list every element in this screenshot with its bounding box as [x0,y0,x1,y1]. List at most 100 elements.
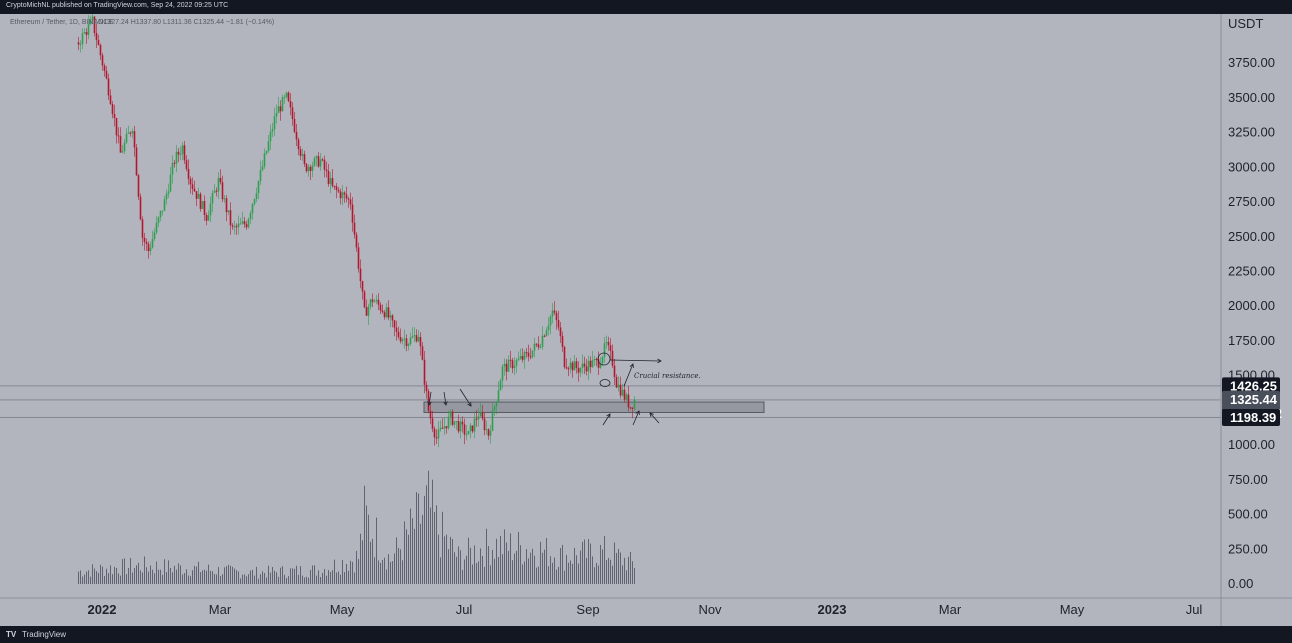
symbol-legend: Ethereum / Tether, 1D, BINANCE [10,19,113,26]
candle-body [161,210,164,212]
volume-bar [230,565,231,584]
volume-bar [320,576,321,584]
price-tick-label: 2250.00 [1228,263,1275,278]
volume-bar [268,565,269,584]
price-tick-label: 3250.00 [1228,125,1275,140]
volume-bar [176,569,177,584]
volume-bar [494,558,495,584]
price-tag[interactable] [1222,409,1280,427]
candle-body [205,214,208,221]
volume-bar [534,555,535,584]
candle-body [403,338,406,340]
candle-body [305,164,308,172]
volume-bar [272,567,273,584]
volume-bar [606,559,607,584]
support-zone[interactable] [423,401,765,413]
candle-body [367,306,370,316]
price-tag[interactable] [1222,377,1280,395]
time-axis[interactable]: 2022 Mar May Jul Sep Nov 2023 Mar May Jul [0,597,1292,617]
candle-body [297,139,300,150]
volume-bar [610,559,611,584]
annotation-circle [597,352,611,366]
candle-body [299,149,302,156]
volume-bar [100,564,101,584]
candle-body [429,410,432,419]
volume-bar [518,531,519,584]
candle-body [201,201,204,209]
volume-bar [342,559,343,584]
price-tick-label: 3750.00 [1228,55,1275,70]
candle-body [587,360,590,372]
candle-body [295,131,298,140]
volume-bar [330,571,331,584]
volume-bar [452,539,453,584]
candle-body [223,198,226,200]
price-chart[interactable]: USDT 3750.00 3500.00 3250.00 3000.00 2750.00… [0,14,1292,626]
volume-bar [444,536,445,584]
price-axis[interactable]: USDT 3750.00 3500.00 3250.00 3000.00 2750.00… [1220,14,1282,626]
price-tick-label: 2750.00 [1228,194,1275,209]
candle-body [129,132,132,134]
volume-bar [266,577,267,584]
volume-bar [482,555,483,584]
volume-bar [82,576,83,584]
volume-bar [158,569,159,584]
candle-body [491,410,494,431]
candle-body [97,40,100,46]
volume-bar [592,556,593,584]
candle-body [181,145,184,155]
volume-bar [216,574,217,584]
volume-bar [442,511,443,584]
volume-bar [502,554,503,584]
candle-body [341,192,344,199]
volume-bar [120,575,121,584]
volume-bar [282,566,283,584]
volume-bar [360,533,361,584]
volume-bar [400,549,401,584]
volume-bar [484,566,485,584]
volume-bar [446,534,447,584]
volume-bar [394,553,395,584]
volume-bar [554,557,555,584]
volume-bar [574,547,575,584]
candle-body [505,363,508,372]
candle-body [377,299,380,305]
candle-body [529,356,532,358]
volume-bar [626,570,627,584]
volume-bar [114,566,115,584]
candle-body [605,341,608,344]
candle-body [163,199,166,211]
candle-body [533,343,536,351]
candle-body [375,299,378,302]
volume-bar [210,570,211,584]
annotation-arrow [623,363,634,387]
candle-body [159,210,162,218]
candle-body [531,350,534,358]
candle-body [131,131,134,134]
candle-body [555,312,558,321]
candle-body [85,31,88,35]
volume-bar [354,572,355,584]
candle-body [335,186,338,190]
volume-bar [404,521,405,584]
candle-body [631,407,634,409]
candle-body [399,337,402,342]
volume-bar [90,576,91,584]
volume-bar [598,565,599,584]
volume-bar [244,574,245,584]
candle-body [215,190,218,192]
plot-area[interactable] [0,14,1221,584]
candle-body [457,421,460,432]
candle-body [361,281,364,292]
volume-bar [124,558,125,584]
volume-bar [140,570,141,584]
candle-body [123,142,126,152]
candle-body [479,412,482,417]
candle-body [285,92,288,98]
volume-bar [182,574,183,584]
candle-body [395,327,398,332]
candle-body [591,359,594,368]
volume-bar [586,557,587,584]
candle-body [243,221,246,225]
price-tick-label: 2000.00 [1228,298,1275,313]
